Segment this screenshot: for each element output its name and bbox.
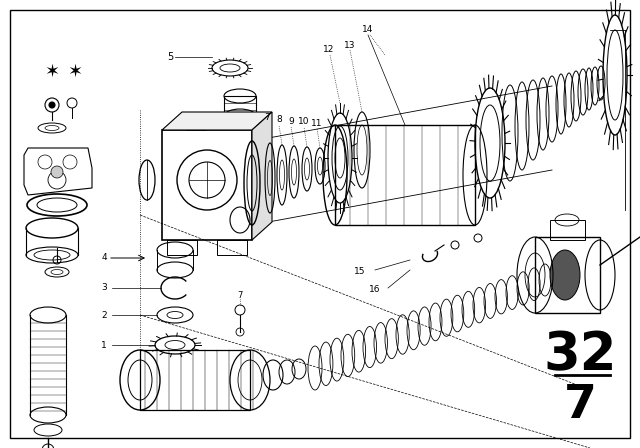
- Ellipse shape: [550, 250, 580, 300]
- Text: 4: 4: [101, 254, 107, 263]
- Text: 15: 15: [355, 267, 365, 276]
- Circle shape: [49, 102, 55, 108]
- Bar: [335, 125, 475, 225]
- Text: 14: 14: [362, 26, 374, 34]
- Text: 10: 10: [298, 117, 310, 126]
- Text: 9: 9: [288, 116, 294, 125]
- Bar: [550, 220, 585, 240]
- Text: 1: 1: [101, 340, 107, 349]
- Text: 16: 16: [369, 285, 381, 294]
- Text: ✶: ✶: [67, 63, 83, 81]
- Bar: [535, 237, 600, 313]
- Text: 11: 11: [311, 119, 323, 128]
- Text: 7: 7: [264, 113, 270, 122]
- Text: 2: 2: [101, 310, 107, 319]
- Polygon shape: [162, 112, 272, 130]
- Bar: [162, 130, 252, 240]
- Text: ✶: ✶: [44, 63, 60, 81]
- Text: 7: 7: [237, 290, 243, 300]
- Bar: [217, 240, 247, 255]
- Bar: [140, 350, 250, 410]
- Circle shape: [51, 166, 63, 178]
- Text: 8: 8: [276, 116, 282, 125]
- Bar: [224, 96, 256, 116]
- Text: 12: 12: [323, 46, 335, 55]
- Text: 5: 5: [167, 52, 173, 62]
- Text: 32: 32: [543, 329, 617, 381]
- Bar: [167, 240, 197, 255]
- Text: 7: 7: [564, 383, 596, 427]
- Polygon shape: [252, 112, 272, 240]
- Bar: [186, 122, 206, 130]
- Text: 13: 13: [344, 40, 356, 49]
- Text: 3: 3: [101, 284, 107, 293]
